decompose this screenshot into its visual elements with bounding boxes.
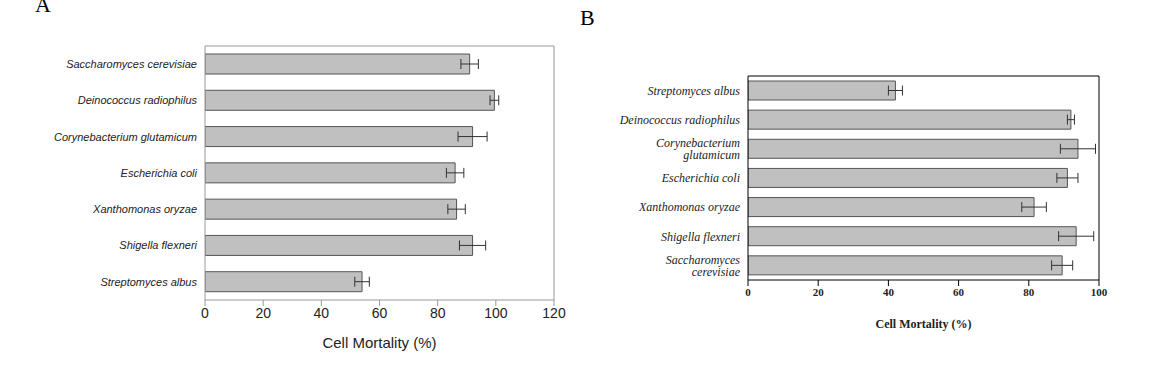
- svg-text:Shigella flexneri: Shigella flexneri: [119, 239, 197, 251]
- svg-text:Xanthomonas oryzae: Xanthomonas oryzae: [92, 203, 197, 215]
- svg-text:Escherichia coli: Escherichia coli: [121, 167, 198, 179]
- svg-text:Saccharomycescerevisiae: Saccharomycescerevisiae: [666, 253, 741, 279]
- html-text:B: B: [580, 5, 595, 30]
- svg-text:Cell Mortality (%): Cell Mortality (%): [322, 334, 436, 351]
- svg-text:20: 20: [255, 305, 271, 321]
- svg-text:20: 20: [813, 286, 825, 298]
- svg-text:Shigella flexneri: Shigella flexneri: [661, 230, 740, 244]
- svg-text:60: 60: [953, 286, 965, 298]
- svg-text:100: 100: [1091, 286, 1108, 298]
- svg-text:Cell Mortality (%): Cell Mortality (%): [876, 317, 972, 331]
- svg-text:Deinococcus radiophilus: Deinococcus radiophilus: [78, 94, 198, 106]
- svg-text:0: 0: [745, 286, 751, 298]
- svg-text:Streptomyces albus: Streptomyces albus: [647, 84, 740, 98]
- svg-text:80: 80: [430, 305, 446, 321]
- svg-text:Xanthomonas oryzae: Xanthomonas oryzae: [638, 200, 741, 214]
- svg-text:60: 60: [372, 305, 388, 321]
- svg-text:40: 40: [883, 286, 895, 298]
- svg-text:Corynebacterium glutamicum: Corynebacterium glutamicum: [54, 131, 197, 143]
- svg-text:100: 100: [484, 305, 508, 321]
- svg-text:40: 40: [314, 305, 330, 321]
- svg-text:80: 80: [1023, 286, 1035, 298]
- svg-text:0: 0: [201, 305, 209, 321]
- svg-text:Corynebacteriumglutamicum: Corynebacteriumglutamicum: [656, 136, 740, 162]
- svg-text:Escherichia coli: Escherichia coli: [661, 171, 740, 185]
- svg-text:Saccharomyces cerevisiae: Saccharomyces cerevisiae: [66, 58, 197, 70]
- svg-text:Deinococcus radiophilus: Deinococcus radiophilus: [619, 113, 741, 127]
- svg-text:Streptomyces albus: Streptomyces albus: [100, 276, 197, 288]
- svg-text:120: 120: [542, 305, 566, 321]
